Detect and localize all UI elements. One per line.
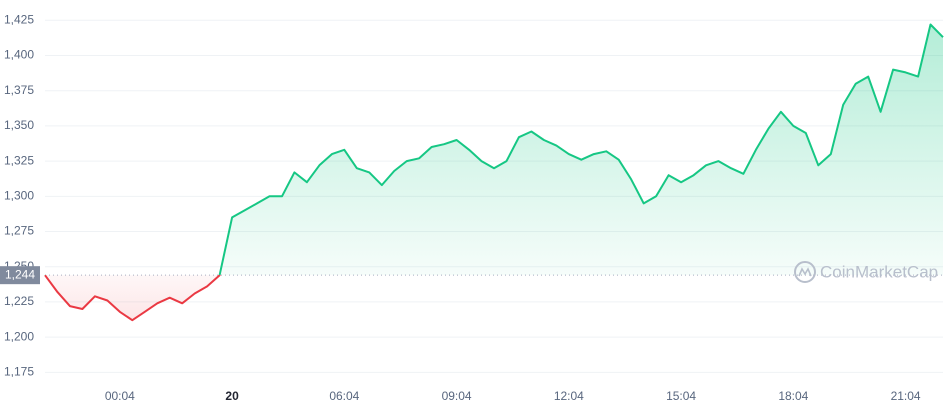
price-line [44, 23, 944, 322]
y-tick-label: 1,175 [4, 364, 34, 378]
baseline-label-box [0, 266, 40, 285]
y-tick-label: 1,375 [4, 83, 34, 97]
baseline-label: 1,244 [5, 267, 35, 281]
price-area [45, 24, 943, 321]
x-tick-label: 00:04 [105, 389, 135, 403]
y-tick-label: 1,400 [4, 48, 34, 62]
x-tick-label: 06:04 [329, 389, 359, 403]
y-tick-label: 1,350 [4, 118, 34, 132]
x-tick-label: 15:04 [666, 389, 696, 403]
watermark-logo [798, 267, 812, 277]
y-tick-label: 1,275 [4, 224, 34, 238]
watermark: CoinMarketCap [820, 262, 938, 281]
y-tick-label: 1,425 [4, 12, 34, 26]
x-tick-label: 20 [225, 389, 239, 403]
watermark-logo [794, 261, 816, 283]
y-tick-label: 1,325 [4, 153, 34, 167]
x-tick-label: 18:04 [778, 389, 808, 403]
y-tick-label: 1,300 [4, 188, 34, 202]
x-tick-label: 21:04 [891, 389, 921, 403]
y-tick-label: 1,225 [4, 294, 34, 308]
x-tick-label: 09:04 [442, 389, 472, 403]
y-tick-label: 1,200 [4, 329, 34, 343]
x-tick-label: 12:04 [554, 389, 584, 403]
